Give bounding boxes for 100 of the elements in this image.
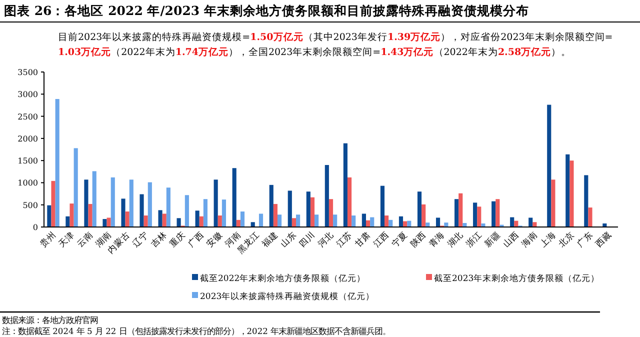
x-tick-label: 江西 (371, 229, 392, 250)
bar (240, 212, 245, 227)
x-tick-label: 重庆 (167, 229, 188, 250)
x-tick-label: 福建 (260, 229, 281, 250)
bar (347, 177, 352, 227)
bar (176, 218, 181, 227)
bar (532, 222, 537, 227)
y-tick-label: 3000 (18, 90, 38, 100)
bar (352, 215, 356, 227)
x-tick-label: 贵州 (38, 229, 58, 250)
bar (166, 188, 170, 227)
source-note: 数据来源：各地方政府官网 (2, 315, 98, 325)
x-tick-label: 山西 (500, 229, 522, 250)
bar (222, 200, 226, 227)
bar (84, 180, 88, 227)
x-tick-label: 西藏 (593, 229, 614, 250)
x-tick-label: 广东 (574, 229, 596, 250)
x-tick-label: 辽宁 (130, 229, 151, 250)
x-tick-label: 安徽 (204, 229, 226, 250)
x-tick-label: 甘肃 (352, 229, 374, 250)
bar (258, 214, 264, 227)
bar (70, 204, 74, 227)
bar (125, 212, 130, 227)
bar (551, 180, 556, 227)
bar (51, 180, 56, 227)
bar (380, 186, 385, 227)
bar (129, 180, 134, 227)
y-tick-label: 500 (22, 200, 38, 210)
bar (184, 195, 189, 227)
x-tick-label: 新疆 (482, 229, 503, 250)
bar (47, 205, 52, 227)
x-tick-label: 吉林 (148, 229, 170, 250)
y-tick-label: 2500 (18, 112, 38, 122)
bar (570, 160, 574, 227)
bar (236, 220, 240, 227)
bar (510, 217, 514, 227)
x-tick-label: 天津 (56, 229, 77, 250)
y-tick-label: 0 (32, 223, 38, 232)
bar (388, 220, 393, 227)
bar (162, 214, 166, 227)
bar (422, 204, 426, 227)
bar (328, 199, 334, 227)
bar (528, 218, 533, 227)
x-tick-label: 上海 (538, 229, 558, 250)
bar (102, 219, 107, 227)
bar (324, 165, 329, 227)
bar (140, 194, 144, 227)
bar (496, 199, 500, 227)
bar (269, 184, 274, 227)
bar (436, 218, 440, 227)
bar (296, 214, 300, 227)
x-tick-label: 北京 (556, 229, 577, 250)
bar (250, 222, 255, 227)
chart-title: 图表 26：各地区 2022 年/2023 年末剩余地方债务限额和目前披露特殊再融资债规模分布 (4, 3, 529, 18)
x-tick-label: 海南 (519, 229, 540, 250)
bar (292, 218, 296, 227)
bar (199, 216, 204, 227)
bar (218, 215, 222, 227)
y-tick-label: 1500 (18, 156, 38, 166)
x-tick-label: 青海 (426, 229, 448, 250)
bar (232, 168, 236, 227)
text: 目前2023年以来披露的特殊再融资债规模=1.50万亿元（其中2023年发行1.39万亿元），对应省份2023年末剩余限额空间=1.03万亿元（2022年末为1.74万亿元），全国2023年末剩余限额空间=1.43万亿元（2022年末为2.58万亿元）。 (58, 32, 613, 58)
y-tick-label: 1000 (18, 178, 38, 188)
legend-label: 截至2023年末剩余地方债务限额（亿元） (434, 273, 600, 284)
bar (547, 104, 552, 227)
y-tick-label: 2000 (18, 134, 38, 144)
bar (55, 99, 60, 227)
bar (121, 198, 126, 227)
x-tick-label: 河北 (316, 229, 336, 250)
bar (492, 201, 496, 227)
x-tick-label: 陕西 (408, 229, 429, 250)
bar (148, 182, 152, 227)
bar (288, 190, 292, 227)
bar (458, 193, 463, 227)
bar (306, 192, 310, 227)
bar (158, 210, 162, 227)
bar (398, 216, 404, 227)
y-tick-label: 3500 (18, 68, 38, 77)
bar (74, 148, 78, 227)
bar (362, 214, 366, 227)
bar (473, 202, 478, 227)
x-tick-label: 四川 (297, 229, 318, 250)
x-tick-label: 云南 (74, 229, 96, 250)
bar (588, 208, 592, 227)
bar (370, 217, 374, 227)
bar (203, 199, 208, 227)
bar (566, 154, 570, 227)
bar (110, 177, 115, 227)
bar (106, 218, 111, 227)
bar (417, 192, 422, 227)
x-tick-label: 江苏 (334, 229, 355, 250)
bar (144, 215, 148, 227)
bar (273, 204, 278, 227)
bar (277, 214, 282, 227)
x-tick-label: 广西 (186, 229, 207, 250)
x-tick-label: 湖北 (445, 229, 466, 250)
bar (88, 204, 92, 227)
x-tick-label: 浙江 (464, 229, 484, 250)
bar (403, 221, 408, 227)
x-tick-label: 宁夏 (390, 229, 410, 250)
